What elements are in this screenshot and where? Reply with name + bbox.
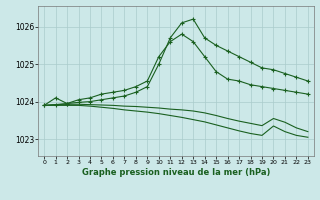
X-axis label: Graphe pression niveau de la mer (hPa): Graphe pression niveau de la mer (hPa) [82,168,270,177]
